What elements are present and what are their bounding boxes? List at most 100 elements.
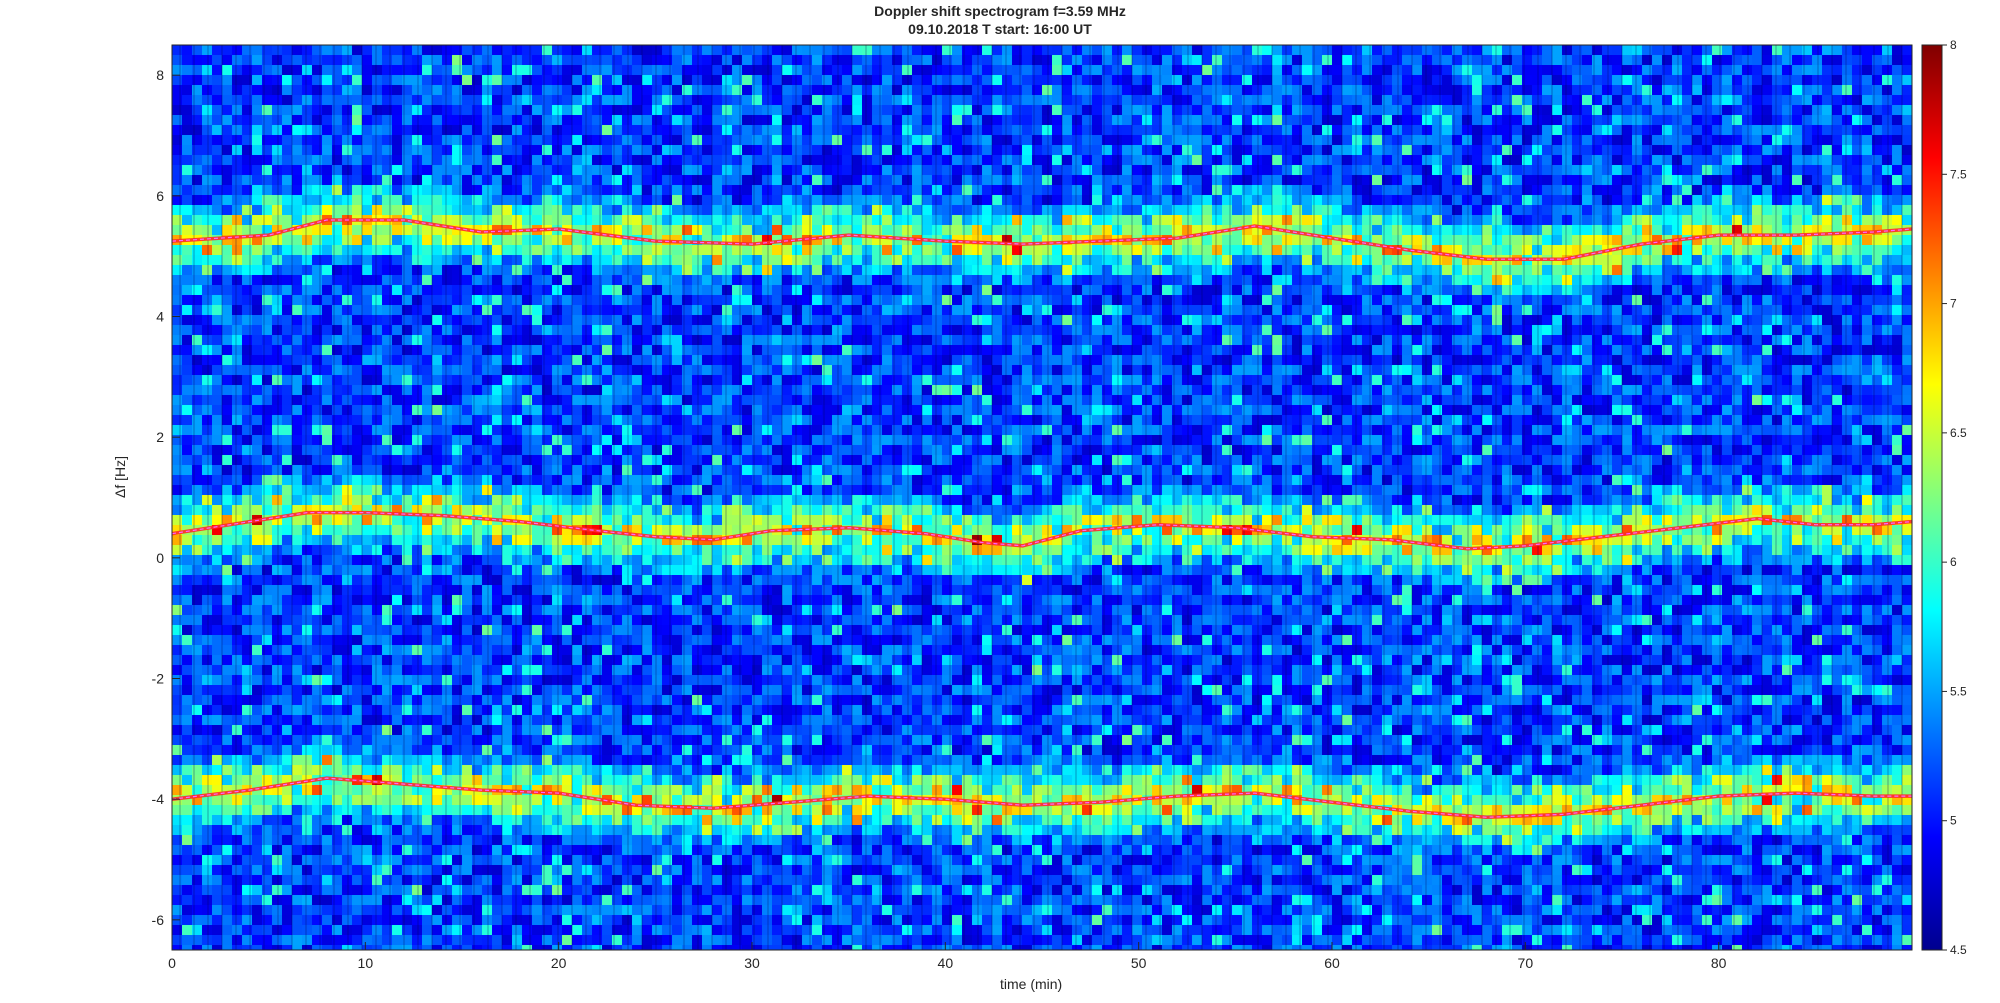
heat-cell — [702, 295, 713, 306]
heat-cell — [702, 435, 713, 446]
heat-cell — [372, 865, 383, 876]
heat-cell — [242, 685, 253, 696]
heat-cell — [592, 845, 603, 856]
heat-cell — [272, 525, 283, 536]
heat-cell — [562, 105, 573, 116]
heat-cell — [392, 335, 403, 346]
heat-cell — [562, 215, 573, 226]
heat-cell — [482, 545, 493, 556]
heat-cell — [382, 115, 393, 126]
heat-cell — [222, 375, 233, 386]
heat-cell — [672, 715, 683, 726]
heat-cell — [502, 215, 513, 226]
heat-cell — [222, 365, 233, 376]
heat-cell — [592, 945, 603, 950]
heat-cell — [382, 375, 393, 386]
heat-cell — [712, 265, 723, 276]
heat-cell — [292, 585, 303, 596]
heat-cell — [382, 595, 393, 606]
heat-cell — [202, 295, 213, 306]
heat-cell — [332, 685, 343, 696]
heat-cell — [312, 235, 323, 246]
heat-cell — [362, 715, 373, 726]
heat-cell — [352, 925, 363, 936]
heat-cell — [432, 455, 443, 466]
heat-cell — [592, 745, 603, 756]
heat-cell — [592, 535, 603, 546]
heat-cell — [172, 435, 183, 446]
heat-cell — [392, 725, 403, 736]
heat-cell — [252, 265, 263, 276]
heat-cell — [622, 665, 633, 676]
heat-cell — [292, 365, 303, 376]
heat-cell — [522, 185, 533, 196]
heat-cell — [172, 875, 183, 886]
heat-cell — [202, 375, 213, 386]
heat-cell — [432, 45, 443, 56]
heat-cell — [372, 55, 383, 66]
heat-cell — [212, 345, 223, 356]
heat-cell — [172, 165, 183, 176]
heat-cell — [612, 235, 623, 246]
heat-cell — [182, 815, 193, 826]
heat-cell — [272, 925, 283, 936]
heat-cell — [492, 335, 503, 346]
heat-cell — [342, 895, 353, 906]
heat-cell — [442, 775, 453, 786]
heat-cell — [252, 155, 263, 166]
heat-cell — [172, 425, 183, 436]
heat-cell — [282, 555, 293, 566]
heat-cell — [682, 725, 693, 736]
heat-cell — [652, 105, 663, 116]
heat-cell — [572, 125, 583, 136]
heat-cell — [222, 645, 233, 656]
heat-cell — [422, 45, 433, 56]
heat-cell — [462, 75, 473, 86]
heat-cell — [272, 705, 283, 716]
heat-cell — [192, 105, 203, 116]
heat-cell — [182, 355, 193, 366]
heat-cell — [222, 55, 233, 66]
heat-cell — [322, 425, 333, 436]
heat-cell — [632, 165, 643, 176]
heat-cell — [392, 665, 403, 676]
heat-cell — [672, 115, 683, 126]
heat-cell — [392, 595, 403, 606]
heat-cell — [432, 625, 443, 636]
heat-cell — [182, 645, 193, 656]
heat-cell — [292, 315, 303, 326]
heat-cell — [292, 175, 303, 186]
heat-cell — [502, 755, 513, 766]
heat-cell — [212, 185, 223, 196]
heat-cell — [422, 315, 433, 326]
heat-cell — [452, 585, 463, 596]
heat-cell — [182, 575, 193, 586]
heat-cell — [652, 195, 663, 206]
heat-cell — [562, 855, 573, 866]
heat-cell — [622, 285, 633, 296]
heat-cell — [422, 575, 433, 586]
heat-cell — [682, 145, 693, 156]
heat-cell — [702, 195, 713, 206]
heat-cell — [532, 355, 543, 366]
heat-cell — [332, 235, 343, 246]
heat-cell — [332, 865, 343, 876]
heat-cell — [492, 735, 503, 746]
heat-cell — [332, 435, 343, 446]
heat-cell — [402, 805, 413, 816]
heat-cell — [412, 275, 423, 286]
heat-cell — [172, 495, 183, 506]
heat-cell — [582, 505, 593, 516]
heat-cell — [622, 725, 633, 736]
heat-cell — [272, 75, 283, 86]
heat-cell — [552, 275, 563, 286]
heat-cell — [392, 705, 403, 716]
heat-cell — [482, 405, 493, 416]
heat-cell — [532, 275, 543, 286]
heat-cell — [572, 205, 583, 216]
heat-cell — [492, 855, 503, 866]
heat-cell — [312, 375, 323, 386]
heat-cell — [262, 135, 273, 146]
heat-cell — [502, 875, 513, 886]
heat-cell — [562, 595, 573, 606]
